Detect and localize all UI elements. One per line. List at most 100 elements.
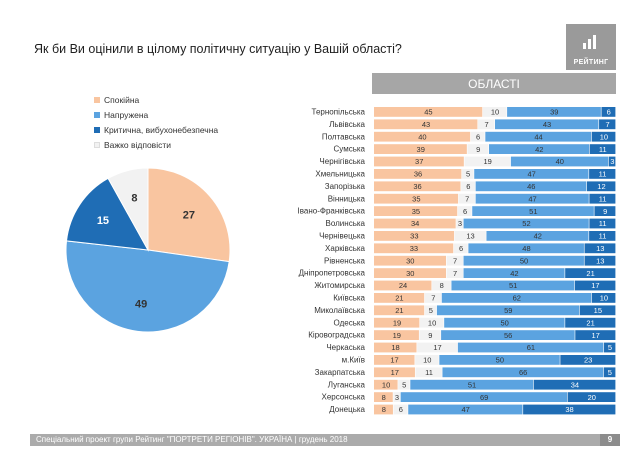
- bar-segment-hard-to-say: [446, 255, 463, 266]
- bar-segment-hard-to-say: [424, 293, 442, 303]
- bar-segment-calm: [374, 144, 467, 154]
- bar-segment-hard-to-say: [398, 379, 410, 390]
- bar-value-calm: 19: [393, 331, 401, 340]
- bar-value-hard-to-say: 5: [466, 170, 470, 179]
- bar-value-tense: 42: [535, 145, 543, 154]
- bar-value-critical: 11: [599, 232, 607, 241]
- bar-segment-tense: [400, 392, 567, 402]
- bar-value-tense: 42: [534, 232, 542, 241]
- bar-value-calm: 34: [411, 219, 419, 228]
- bar-segment-hard-to-say: [415, 355, 439, 365]
- bar-segment-calm: [374, 231, 455, 241]
- bar-segment-calm: [374, 156, 464, 167]
- bar-value-hard-to-say: 8: [440, 281, 444, 290]
- bar-segment-critical: [565, 317, 616, 328]
- bar-segment-calm: [374, 392, 393, 402]
- bar-segment-critical: [589, 193, 616, 204]
- region-label: Чернівецька: [319, 232, 365, 241]
- bar-value-critical: 11: [599, 219, 607, 228]
- legend-label-calm: Спокійна: [104, 95, 140, 105]
- pie-slice-critical: [65, 177, 149, 251]
- bar-segment-critical: [589, 218, 616, 229]
- bar-value-hard-to-say: 10: [423, 356, 431, 365]
- bar-segment-hard-to-say: [478, 119, 495, 130]
- bar-value-critical: 38: [565, 405, 573, 414]
- bar-segment-calm: [374, 193, 459, 204]
- bar-segment-calm: [374, 206, 458, 216]
- region-label: Миколаївська: [314, 306, 365, 315]
- bar-value-hard-to-say: 10: [428, 318, 436, 327]
- bar-value-tense: 43: [543, 120, 551, 129]
- bar-segment-tense: [485, 131, 592, 142]
- bar-value-tense: 47: [461, 405, 469, 414]
- bar-segment-tense: [463, 255, 584, 266]
- bar-value-calm: 19: [393, 318, 401, 327]
- page-number: 9: [600, 434, 620, 446]
- bar-value-critical: 11: [599, 170, 607, 179]
- region-label: Івано-Франківська: [298, 207, 366, 216]
- bar-value-critical: 34: [571, 380, 579, 389]
- bar-value-calm: 35: [412, 194, 420, 203]
- bar-value-calm: 33: [410, 244, 418, 253]
- bar-value-calm: 18: [391, 343, 399, 352]
- bar-value-critical: 10: [600, 294, 608, 303]
- bar-segment-critical: [574, 280, 616, 291]
- bar-segment-calm: [374, 119, 478, 130]
- bar-value-critical: 3: [610, 157, 614, 166]
- bar-segment-hard-to-say: [393, 392, 401, 402]
- region-label: Кіровоградська: [308, 331, 365, 340]
- bar-value-critical: 23: [584, 356, 592, 365]
- bar-segment-critical: [579, 305, 616, 316]
- bar-segment-tense: [441, 293, 592, 303]
- footer: Спеціальний проект групи Рейтинг "ПОРТРЕ…: [30, 434, 620, 446]
- region-label: Донецька: [329, 405, 365, 414]
- bar-segment-critical: [584, 255, 616, 266]
- bar-value-tense: 39: [550, 108, 558, 117]
- bar-value-critical: 11: [599, 194, 607, 203]
- bar-segment-hard-to-say: [417, 342, 458, 353]
- region-label: Київська: [333, 294, 365, 303]
- bar-value-tense: 46: [527, 182, 535, 191]
- bar-value-hard-to-say: 7: [453, 256, 457, 265]
- bar-value-tense: 52: [522, 219, 530, 228]
- bar-value-hard-to-say: 17: [433, 343, 441, 352]
- bar-value-critical: 10: [600, 132, 608, 141]
- bar-value-hard-to-say: 5: [402, 380, 406, 389]
- bar-segment-hard-to-say: [467, 144, 489, 154]
- bar-value-hard-to-say: 3: [458, 219, 462, 228]
- region-label: Сумська: [334, 145, 366, 154]
- bar-segment-hard-to-say: [419, 330, 441, 340]
- bar-value-critical: 5: [608, 368, 612, 377]
- bar-segment-calm: [374, 107, 483, 117]
- legend-item-critical: Критична, вибухонебезпечна: [94, 124, 218, 139]
- regions-header: ОБЛАСТІ: [372, 73, 616, 94]
- bar-value-hard-to-say: 7: [431, 294, 435, 303]
- pie-label-critical: 15: [97, 215, 109, 227]
- bar-value-calm: 43: [422, 120, 430, 129]
- bar-value-tense: 50: [520, 256, 528, 265]
- bar-value-hard-to-say: 9: [428, 331, 432, 340]
- bar-value-hard-to-say: 6: [476, 132, 480, 141]
- bar-segment-hard-to-say: [461, 181, 476, 192]
- bar-segment-hard-to-say: [415, 367, 442, 378]
- bar-segment-calm: [374, 218, 456, 229]
- bar-segment-critical: [601, 107, 616, 117]
- bar-segment-hard-to-say: [458, 193, 476, 204]
- region-label: Житомирська: [314, 281, 365, 290]
- bar-value-critical: 17: [591, 281, 599, 290]
- legend-label-tense: Напружена: [104, 110, 149, 120]
- bar-segment-critical: [603, 367, 616, 378]
- region-label: Хмельницька: [315, 170, 365, 179]
- bar-value-hard-to-say: 6: [459, 244, 463, 253]
- bar-segment-critical: [599, 119, 616, 130]
- bar-segment-tense: [472, 206, 594, 216]
- bar-value-calm: 8: [382, 393, 386, 402]
- bar-value-calm: 10: [382, 380, 390, 389]
- bar-value-calm: 24: [399, 281, 407, 290]
- bar-segment-tense: [486, 231, 589, 241]
- bar-segment-hard-to-say: [393, 404, 408, 415]
- bar-segment-tense: [451, 280, 575, 291]
- bar-segment-tense: [410, 379, 534, 390]
- region-label: Львівська: [329, 120, 365, 129]
- bar-segment-calm: [374, 255, 446, 266]
